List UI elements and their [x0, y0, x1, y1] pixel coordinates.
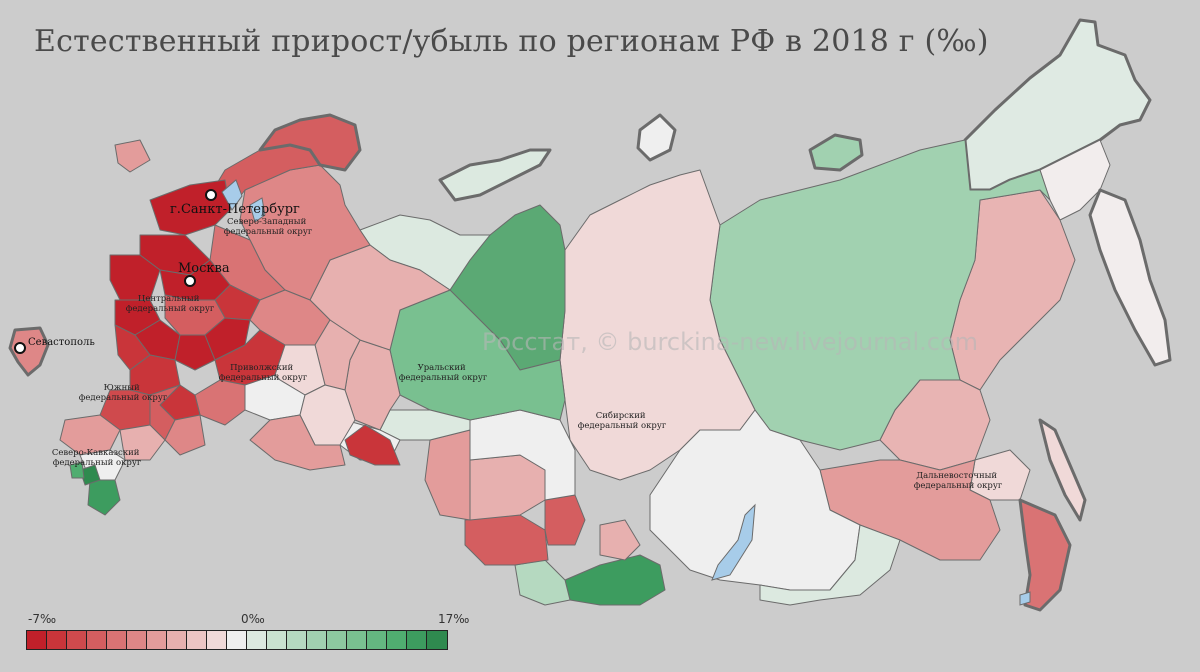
region-kurgan[interactable] — [344, 424, 401, 466]
legend-swatch — [247, 631, 267, 649]
legend-color-scale — [26, 630, 448, 650]
legend-swatch — [287, 631, 307, 649]
watermark-text: Росстат, © burckina-new.livejournal.com — [482, 328, 979, 356]
region-ryazan[interactable] — [174, 334, 216, 371]
siberian-line1: Сибирский — [596, 410, 646, 421]
region-ivanovo[interactable] — [204, 317, 251, 361]
region-chechnya[interactable] — [79, 464, 101, 486]
legend-swatch — [147, 631, 167, 649]
caucasus-line1: Северо-Кавказский — [52, 448, 140, 458]
sevastopol-label: Севастополь — [28, 337, 95, 348]
southern-district-label: Южный федеральный округ — [79, 383, 168, 403]
region-novosibirsk-islands[interactable] — [808, 133, 864, 172]
region-omsk[interactable] — [424, 429, 471, 521]
volga-line1: Приволжский — [230, 363, 293, 373]
legend-swatch — [267, 631, 287, 649]
region-primorye[interactable] — [1018, 498, 1072, 612]
caucasus-district-label: Северо-Кавказский федеральный округ — [52, 448, 142, 468]
central-line1: Центральный — [138, 294, 200, 304]
legend-swatch — [47, 631, 67, 649]
legend-swatch — [67, 631, 87, 649]
fareast-line2: федеральный округ — [914, 481, 1003, 491]
legend-swatch — [367, 631, 387, 649]
siberian-district-label: Сибирский федеральный округ — [578, 410, 667, 431]
legend-swatch — [207, 631, 227, 649]
moscow-label: Москва — [178, 261, 230, 276]
color-legend: -7‰ 0‰ 17‰ — [26, 612, 470, 662]
central-district-label: Центральный федеральный округ — [126, 294, 215, 314]
lake-khanka — [1019, 591, 1031, 606]
region-astrakhan[interactable] — [164, 414, 206, 456]
legend-swatch — [307, 631, 327, 649]
ural-line1: Уральский — [418, 363, 466, 373]
northwest-district-label: Северо-Западный федеральный округ — [224, 217, 313, 237]
region-orenburg[interactable] — [249, 414, 346, 471]
moscow-marker[interactable] — [184, 275, 196, 287]
spb-marker[interactable] — [205, 189, 217, 201]
region-novaya-zemlya[interactable] — [438, 148, 552, 202]
region-novosibirsk[interactable] — [469, 454, 546, 521]
region-dagestan[interactable] — [87, 479, 121, 516]
sevastopol-marker[interactable] — [14, 342, 26, 354]
southern-line2: федеральный округ — [79, 393, 168, 403]
lake-ladoga — [221, 179, 243, 211]
legend-swatch — [107, 631, 127, 649]
lake-baikal — [711, 503, 756, 581]
caucasus-line2: федеральный округ — [53, 458, 142, 468]
southern-line1: Южный — [104, 383, 140, 393]
region-altai-krai[interactable] — [464, 514, 549, 566]
ural-line2: федеральный округ — [399, 373, 488, 383]
region-sakhalin[interactable] — [1038, 418, 1087, 522]
map-title: Естественный прирост/убыль по регионам Р… — [34, 24, 989, 59]
volga-line2: федеральный округ — [219, 373, 308, 383]
northwest-line1: Северо-Западный — [227, 217, 307, 227]
legend-swatch — [187, 631, 207, 649]
legend-swatch — [327, 631, 347, 649]
fareast-district-label: Дальневосточный федеральный округ — [914, 471, 1003, 491]
region-khakassia[interactable] — [599, 519, 641, 561]
legend-swatch — [167, 631, 187, 649]
region-altai-rep[interactable] — [514, 559, 571, 606]
legend-swatch — [87, 631, 107, 649]
region-crimea[interactable] — [8, 326, 50, 377]
legend-zero-label: 0‰ — [241, 612, 265, 626]
legend-swatch — [387, 631, 407, 649]
region-severnaya-zemlya[interactable] — [636, 113, 677, 162]
volga-district-label: Приволжский федеральный округ — [219, 363, 308, 383]
region-buryatia[interactable] — [759, 524, 901, 606]
region-tyva[interactable] — [564, 554, 666, 606]
region-kamchatka[interactable] — [1088, 188, 1172, 367]
legend-swatch — [227, 631, 247, 649]
legend-max-label: 17‰ — [438, 612, 470, 626]
fareast-line1: Дальневосточный — [916, 471, 997, 481]
region-murmansk[interactable] — [258, 113, 362, 172]
region-ingushetia[interactable] — [69, 461, 85, 479]
spb-label: г.Санкт-Петербург — [170, 202, 300, 217]
city-markers — [14, 189, 217, 354]
legend-swatch — [27, 631, 47, 649]
region-magadan[interactable] — [1039, 139, 1111, 221]
region-samara[interactable] — [194, 379, 246, 426]
legend-min-label: -7‰ — [28, 612, 57, 626]
legend-swatch — [347, 631, 367, 649]
region-kemerovo[interactable] — [544, 494, 586, 546]
legend-swatch — [127, 631, 147, 649]
region-kaliningrad[interactable] — [114, 139, 151, 173]
legend-swatch — [427, 631, 447, 649]
central-line2: федеральный округ — [126, 304, 215, 314]
region-kalmykia[interactable] — [119, 424, 166, 461]
legend-swatch — [407, 631, 427, 649]
region-khanty-mansi[interactable] — [389, 289, 566, 421]
northwest-line2: федеральный округ — [224, 227, 313, 237]
siberian-line2: федеральный округ — [578, 421, 667, 431]
ural-district-label: Уральский федеральный округ — [399, 363, 488, 383]
lake-onega — [249, 197, 266, 223]
